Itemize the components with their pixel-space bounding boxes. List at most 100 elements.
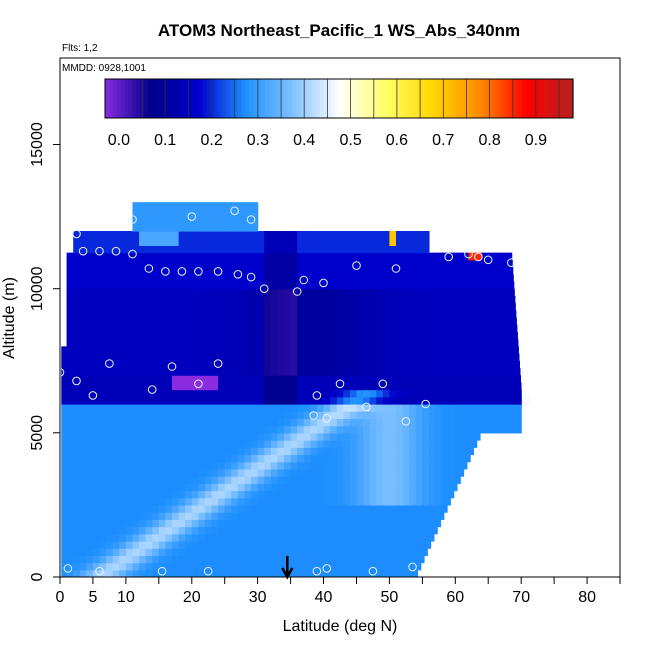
heat-cell — [99, 483, 107, 492]
heat-cell — [264, 274, 272, 283]
heat-cell — [158, 512, 167, 520]
heat-cell — [290, 555, 298, 564]
heat-cell — [396, 548, 404, 556]
heat-cell — [461, 360, 470, 369]
heat-cell — [61, 569, 68, 577]
colorbar — [104, 78, 574, 119]
heat-cell — [290, 490, 298, 499]
heat-cell — [356, 555, 364, 564]
heat-cell — [86, 526, 94, 535]
heat-cell — [79, 440, 87, 448]
heat-cell — [73, 259, 81, 268]
heat-cell — [106, 512, 114, 520]
heat-cell — [66, 353, 74, 362]
heat-cell — [106, 295, 114, 304]
heat-cell — [73, 252, 81, 261]
heat-cell — [310, 440, 318, 448]
heat-cell — [178, 526, 186, 535]
heat-cell — [264, 490, 272, 499]
heat-cell — [152, 461, 160, 470]
heat-cell — [86, 238, 94, 247]
heat-cell — [264, 310, 272, 319]
heat-cell — [475, 281, 483, 290]
colorbar-segment — [459, 79, 465, 118]
heat-cell — [448, 461, 456, 470]
heat-cell — [119, 447, 127, 456]
heat-cell — [382, 353, 391, 362]
heat-cell — [191, 223, 199, 232]
heat-cell — [349, 512, 358, 520]
heat-cell — [218, 497, 226, 506]
heat-cell — [501, 259, 509, 268]
heat-cell — [119, 461, 127, 470]
heat-cell — [125, 562, 134, 571]
heat-cell — [178, 375, 186, 383]
heat-cell — [389, 360, 397, 369]
heat-cell — [409, 288, 417, 297]
heat-cell — [363, 519, 371, 528]
heat-cell — [257, 425, 265, 434]
colorbar-segment — [155, 79, 161, 118]
heat-cell — [270, 331, 279, 340]
heat-cell — [402, 267, 410, 275]
heat-cell — [455, 295, 463, 304]
heat-cell — [172, 569, 180, 577]
heat-cell — [297, 331, 305, 340]
heat-cell — [178, 519, 186, 528]
heat-cell — [125, 339, 134, 347]
heat-cell — [231, 425, 239, 434]
heat-cell — [376, 562, 384, 571]
heat-cell — [204, 339, 213, 347]
heat-cell — [139, 461, 147, 470]
heat-cell — [468, 425, 476, 434]
heat-cell — [112, 238, 120, 247]
heat-cell — [92, 540, 101, 549]
heat-cell — [402, 512, 410, 520]
heat-cell — [303, 339, 311, 347]
heat-cell — [152, 209, 160, 218]
heat-cell — [310, 375, 318, 383]
heat-cell — [178, 317, 186, 326]
heat-cell — [73, 526, 81, 535]
heat-cell — [303, 317, 311, 326]
heat-cell — [211, 216, 219, 225]
heat-cell — [448, 425, 456, 434]
heat-cell — [237, 483, 246, 492]
heat-cell — [343, 259, 351, 268]
heat-cell — [481, 375, 489, 383]
heat-cell — [297, 360, 305, 369]
heat-cell — [270, 353, 279, 362]
heat-cell — [402, 259, 410, 268]
heat-cell — [178, 303, 186, 311]
heat-cell — [132, 375, 140, 383]
heat-cell — [244, 540, 252, 549]
heat-cell — [132, 274, 140, 283]
heat-cell — [86, 281, 94, 290]
heat-cell — [270, 497, 279, 506]
heat-cell — [244, 375, 252, 383]
heat-cell — [257, 418, 265, 427]
heat-cell — [172, 267, 180, 275]
heat-cell — [198, 440, 206, 448]
heat-cell — [448, 418, 456, 427]
heat-cell — [106, 497, 114, 506]
colorbar-segment — [452, 79, 457, 118]
colorbar-segment — [545, 79, 551, 118]
heat-cell — [475, 339, 483, 347]
heat-cell — [119, 389, 127, 398]
heat-cell — [106, 310, 114, 319]
heat-cell — [66, 425, 74, 434]
heat-cell — [284, 533, 292, 542]
heat-cell — [316, 310, 325, 319]
heat-cell — [330, 454, 338, 463]
heat-cell — [389, 476, 397, 484]
heat-cell — [231, 274, 239, 283]
heat-cell — [409, 526, 417, 535]
heat-cell — [224, 425, 232, 434]
heat-cell — [112, 382, 120, 391]
heat-cell — [343, 382, 351, 391]
heat-cell — [349, 295, 358, 304]
heat-cell — [488, 281, 496, 290]
heat-cell — [428, 252, 437, 261]
heat-cell — [191, 490, 199, 499]
